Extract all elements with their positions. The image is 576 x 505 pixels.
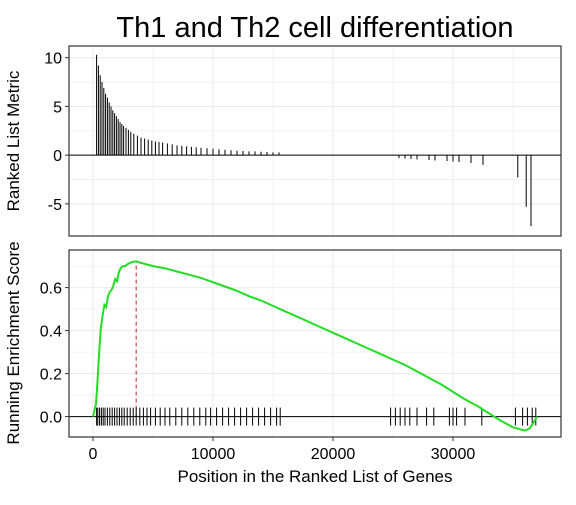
top-y-axis-label: Ranked List Metric [4, 70, 23, 211]
bottom-y-tick-labels: 0.0 0.2 0.4 0.6 [40, 281, 69, 427]
bottom-panel: 0.0 0.2 0.4 0.6 0 10000 20000 30000 Running En… [4, 241, 562, 486]
bottom-y-axis-label: Running Enrichment Score [4, 241, 23, 444]
chart-title: Th1 and Th2 cell differentiation [116, 12, 513, 44]
bottom-y-tick-label: 0.6 [40, 281, 62, 298]
ranked-metric-bars [96, 54, 532, 227]
x-axis-label: Position in the Ranked List of Genes [178, 467, 453, 486]
bottom-y-tick-label: 0.4 [40, 324, 62, 341]
top-y-tick-label: 5 [53, 99, 62, 116]
bottom-panel-grid [69, 250, 561, 437]
x-tick-label: 0 [89, 446, 98, 463]
top-y-tick-labels: 10 5 0 -5 [44, 51, 69, 214]
top-panel-background [69, 46, 561, 236]
bottom-panel-background [69, 250, 561, 437]
x-tick-label: 30000 [431, 446, 476, 463]
bottom-panel-border [68, 249, 562, 438]
x-tick-label: 10000 [191, 446, 236, 463]
top-panel: 10 5 0 -5 Ranked List Metric [4, 45, 562, 237]
top-y-tick-label: 10 [44, 51, 62, 68]
top-y-tick-label: -5 [48, 197, 62, 214]
bottom-y-tick-label: 0.0 [40, 410, 62, 427]
enrichment-score-curve [92, 260, 538, 432]
x-tick-label: 20000 [311, 446, 356, 463]
top-panel-border [68, 45, 562, 237]
bottom-y-tick-label: 0.2 [40, 367, 62, 384]
x-tick-labels: 0 10000 20000 30000 [89, 437, 476, 463]
top-y-tick-label: 0 [53, 148, 62, 165]
gene-hit-ticks [96, 407, 537, 426]
